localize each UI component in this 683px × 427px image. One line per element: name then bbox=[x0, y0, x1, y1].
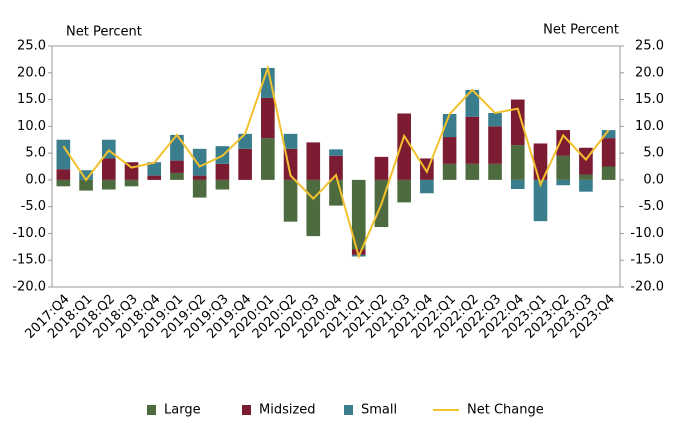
y-tick-label: 25.0 bbox=[17, 39, 46, 54]
bar bbox=[329, 149, 343, 156]
y-tick-label: 15.0 bbox=[17, 92, 46, 107]
bar bbox=[170, 160, 184, 173]
y-tick-label: 5.0 bbox=[25, 146, 46, 161]
bar bbox=[601, 138, 616, 167]
bar bbox=[488, 163, 502, 180]
legend-label: Net Change bbox=[467, 403, 544, 418]
bar bbox=[351, 249, 366, 255]
legend-swatch bbox=[242, 405, 251, 415]
bar bbox=[510, 179, 525, 189]
bar bbox=[124, 179, 139, 187]
y2-tick-label: -20.0 bbox=[630, 280, 664, 295]
bar bbox=[488, 112, 502, 127]
bar bbox=[306, 179, 321, 237]
bar bbox=[261, 138, 275, 180]
y-axis-title: Net Percent bbox=[66, 25, 142, 40]
bar bbox=[442, 114, 457, 138]
bar bbox=[170, 172, 184, 180]
y-tick-label: 20.0 bbox=[17, 65, 46, 80]
y2-axis-title: Net Percent bbox=[543, 23, 619, 38]
bar bbox=[601, 130, 616, 139]
bar bbox=[56, 139, 71, 170]
y-tick-label: -10.0 bbox=[12, 226, 46, 241]
y2-tick-label: -10.0 bbox=[630, 226, 664, 241]
bar bbox=[283, 133, 298, 149]
y2-tick-label: 0.0 bbox=[643, 172, 664, 187]
bar bbox=[283, 179, 298, 222]
y-tick-label: -15.0 bbox=[12, 253, 46, 268]
legend-label: Large bbox=[164, 403, 201, 418]
bar bbox=[465, 163, 480, 180]
bar bbox=[192, 179, 207, 198]
legend-label: Small bbox=[361, 403, 397, 418]
legend-swatch bbox=[147, 405, 156, 415]
bar bbox=[56, 169, 71, 180]
bar bbox=[533, 179, 548, 222]
y2-tick-label: 25.0 bbox=[635, 39, 664, 54]
bar bbox=[510, 99, 525, 146]
bar bbox=[215, 179, 230, 190]
bar bbox=[579, 179, 593, 192]
bar bbox=[488, 126, 502, 164]
bar bbox=[556, 130, 571, 156]
bar bbox=[329, 155, 343, 180]
bar bbox=[192, 175, 207, 180]
bar bbox=[556, 155, 571, 180]
bar bbox=[79, 170, 93, 180]
bar bbox=[510, 145, 525, 180]
bar bbox=[465, 116, 480, 164]
legend-label: Midsized bbox=[259, 403, 316, 418]
bar bbox=[556, 179, 571, 186]
y-tick-label: 10.0 bbox=[17, 119, 46, 134]
bar bbox=[101, 179, 116, 190]
bar bbox=[420, 179, 434, 194]
bar bbox=[147, 175, 162, 180]
y2-tick-label: 15.0 bbox=[635, 92, 664, 107]
bar bbox=[374, 156, 389, 180]
bar bbox=[397, 113, 411, 180]
y2-tick-label: 10.0 bbox=[635, 119, 664, 134]
bar bbox=[465, 89, 480, 117]
bar bbox=[56, 179, 71, 187]
bar bbox=[238, 133, 252, 149]
bar bbox=[147, 162, 162, 176]
bar bbox=[442, 163, 457, 180]
bar bbox=[170, 134, 184, 161]
y2-tick-label: 5.0 bbox=[643, 146, 664, 161]
plot-frame bbox=[51, 45, 621, 288]
bar bbox=[261, 97, 275, 139]
bar bbox=[601, 166, 616, 180]
bar bbox=[351, 179, 366, 250]
y-tick-label: -5.0 bbox=[21, 199, 46, 214]
y2-tick-label: 20.0 bbox=[635, 65, 664, 80]
bar bbox=[192, 148, 207, 176]
bar bbox=[579, 174, 593, 180]
bar bbox=[215, 163, 230, 180]
y2-tick-label: -15.0 bbox=[630, 253, 664, 268]
bar bbox=[101, 158, 116, 180]
bar bbox=[238, 148, 252, 180]
line bbox=[62, 64, 610, 260]
bar bbox=[442, 137, 457, 164]
y-tick-label: -20.0 bbox=[12, 280, 46, 295]
y2-tick-label: -5.0 bbox=[639, 199, 664, 214]
bar bbox=[79, 179, 93, 191]
bar bbox=[306, 142, 321, 180]
legend-swatch bbox=[344, 405, 353, 415]
y-tick-label: 0.0 bbox=[25, 172, 46, 187]
bar bbox=[397, 179, 411, 203]
